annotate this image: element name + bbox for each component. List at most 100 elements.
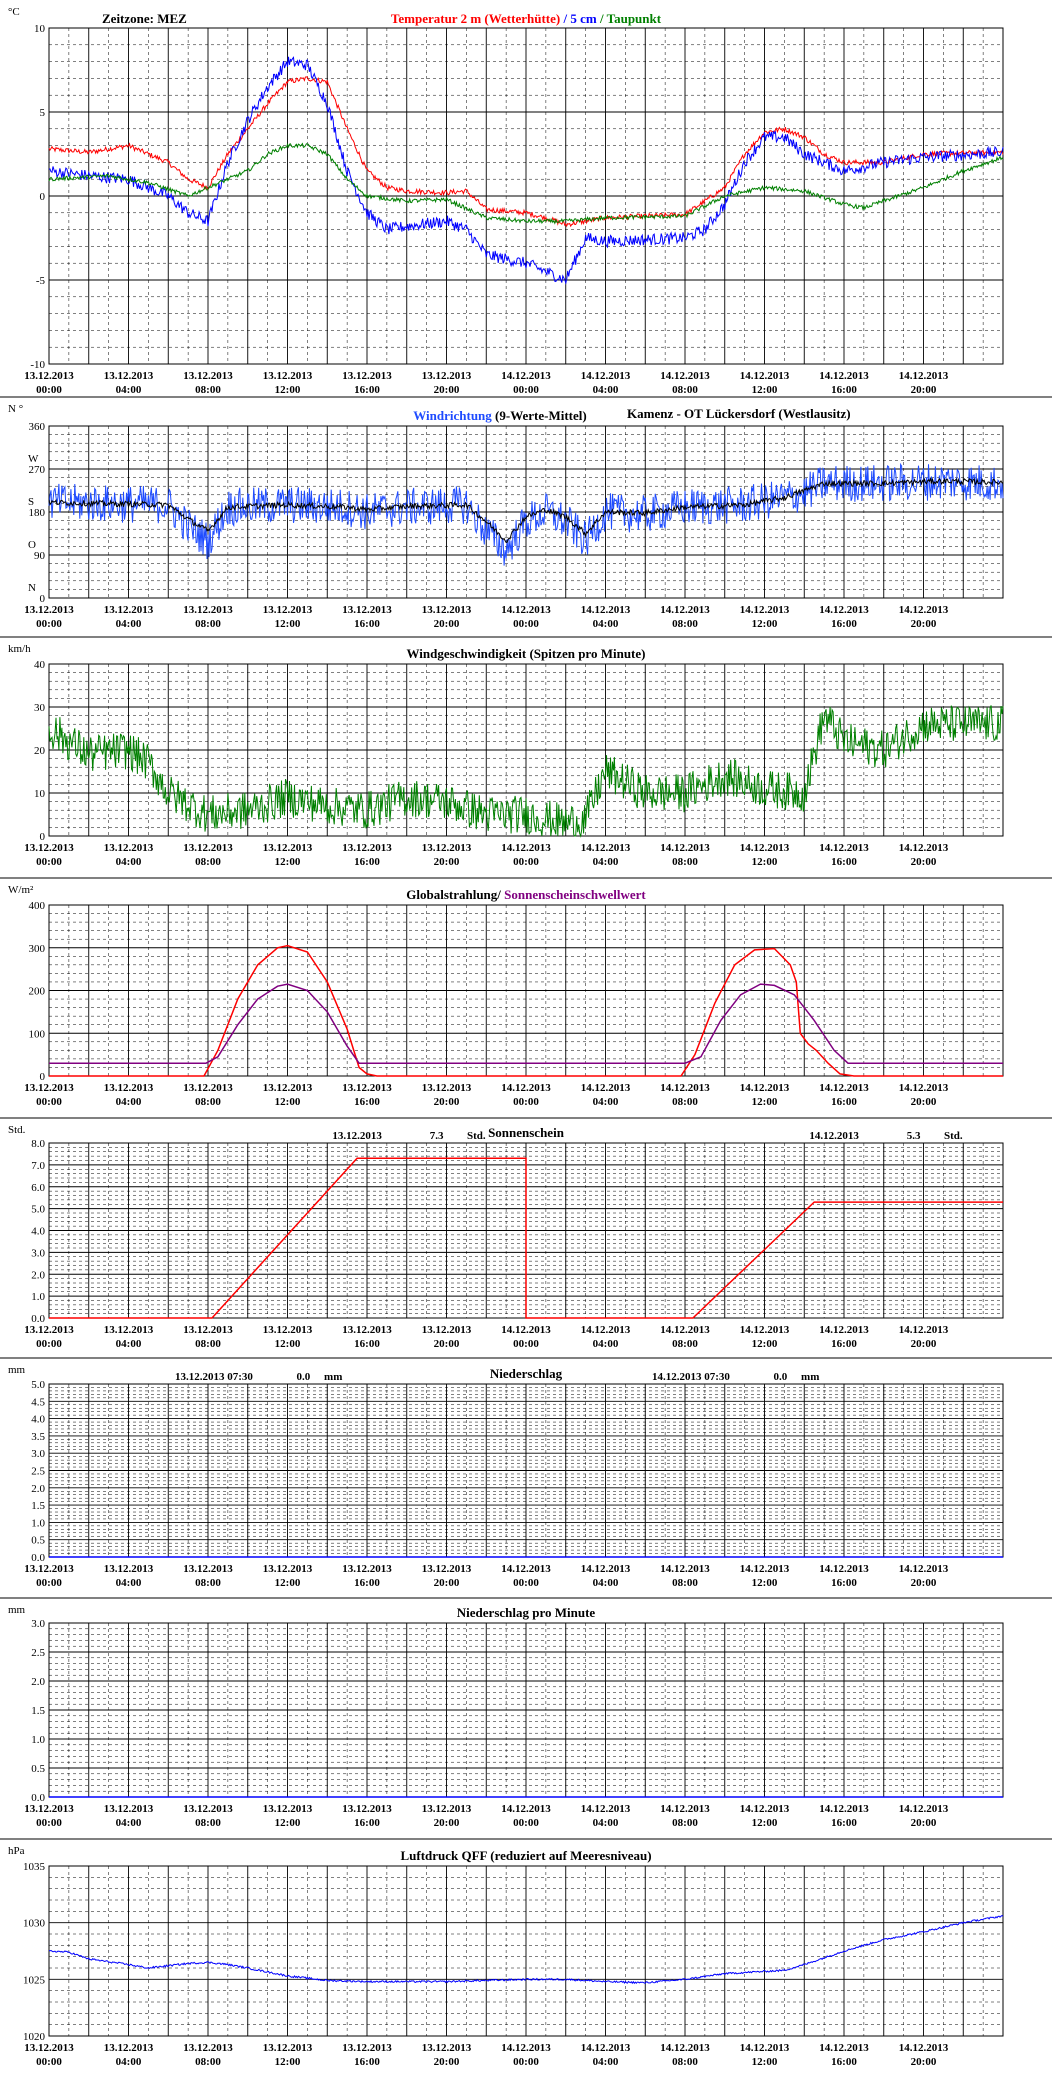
grid-radiation (48, 904, 1004, 1077)
xtick-date: 13.12.2013 (263, 604, 313, 616)
ytick-label: 3.0 (31, 1448, 45, 1460)
xtick-time: 00:00 (513, 1338, 539, 1350)
xtick-time: 20:00 (911, 1817, 937, 1829)
xtick-time: 00:00 (36, 856, 62, 868)
xtick-time: 16:00 (354, 1338, 380, 1350)
xtick-time: 16:00 (831, 856, 857, 868)
xtick-time: 16:00 (831, 2056, 857, 2068)
chart-pressure: 1020 1025 1030 1035 hPa 13.12.2013 00:00 13.12.… (8, 1845, 1004, 2068)
xtick-date: 14.12.2013 (819, 842, 869, 854)
ytick-label: 0.0 (31, 1552, 45, 1564)
xtick-time: 20:00 (434, 1096, 460, 1108)
compass-label: O (28, 539, 36, 551)
ytick-label: 30 (34, 702, 46, 714)
xtick-date: 13.12.2013 (24, 2042, 74, 2054)
xtick-time: 08:00 (672, 2056, 698, 2068)
ytick-label: 2.5 (31, 1647, 45, 1659)
ytick-label: 3.5 (31, 1431, 45, 1443)
xtick-time: 12:00 (275, 1577, 301, 1589)
xtick-date: 13.12.2013 (104, 604, 154, 616)
ytick-label: -10 (30, 359, 45, 371)
annotation: 7.3 (430, 1130, 444, 1142)
xtick-time: 16:00 (354, 856, 380, 868)
xtick-date: 14.12.2013 (660, 604, 710, 616)
xtick-date: 14.12.2013 (660, 1563, 710, 1575)
ytick-label: 0.5 (31, 1535, 45, 1547)
unit-label: Std. (8, 1124, 26, 1136)
xtick-time: 04:00 (593, 384, 619, 396)
annotation: Std. (467, 1130, 486, 1142)
xtick-date: 13.12.2013 (263, 1082, 313, 1094)
title-part: Windrichtung (413, 408, 492, 423)
series-line (49, 1157, 1003, 1319)
unit-label: °C (8, 6, 20, 18)
xtick-time: 16:00 (354, 1096, 380, 1108)
xtick-date: 14.12.2013 (819, 2042, 869, 2054)
ytick-label: 10 (34, 23, 46, 35)
annotation: 5.3 (907, 1130, 921, 1142)
xtick-time: 04:00 (116, 2056, 142, 2068)
ytick-label: 270 (29, 464, 46, 476)
xtick-time: 08:00 (195, 1817, 221, 1829)
xtick-date: 14.12.2013 (501, 604, 551, 616)
xtick-date: 14.12.2013 (660, 370, 710, 382)
xtick-date: 13.12.2013 (263, 1803, 313, 1815)
xtick-date: 14.12.2013 (581, 604, 631, 616)
xtick-date: 13.12.2013 (342, 1803, 392, 1815)
xtick-date: 14.12.2013 (899, 604, 949, 616)
xtick-date: 14.12.2013 (501, 1324, 551, 1336)
ytick-label: 0 (40, 593, 46, 605)
xtick-time: 08:00 (195, 1096, 221, 1108)
xtick-date: 13.12.2013 (263, 2042, 313, 2054)
unit-label: W/m² (8, 884, 34, 896)
chart-sunshine: 0.0 1.0 2.0 3.0 4.0 5.0 6.0 7.0 8.0 Std. 13.12.201… (0, 1124, 1052, 1359)
xtick-date: 14.12.2013 (581, 1324, 631, 1336)
ytick-label: 0.0 (31, 1792, 45, 1804)
series-line (48, 476, 1004, 543)
series-line (48, 705, 1004, 838)
chart-title: Niederschlag pro Minute (457, 1605, 596, 1620)
xtick-time: 12:00 (752, 618, 778, 630)
xtick-time: 12:00 (275, 1096, 301, 1108)
grid-precipmin (48, 1622, 1004, 1798)
unit-label: mm (8, 1364, 26, 1376)
ytick-label: 4.0 (31, 1226, 45, 1238)
xtick-date: 14.12.2013 (899, 1082, 949, 1094)
xtick-time: 00:00 (513, 1817, 539, 1829)
ytick-label: 2.5 (31, 1466, 45, 1478)
xtick-time: 16:00 (354, 1577, 380, 1589)
ytick-label: 0 (40, 191, 46, 203)
xtick-date: 13.12.2013 (422, 1082, 472, 1094)
chart-title: Sonnenschein (488, 1125, 565, 1140)
xtick-date: 13.12.2013 (24, 1082, 74, 1094)
ytick-label: 0.0 (31, 1313, 45, 1325)
xtick-date: 14.12.2013 (740, 2042, 790, 2054)
xtick-time: 04:00 (593, 2056, 619, 2068)
xtick-date: 14.12.2013 (501, 1803, 551, 1815)
xtick-date: 13.12.2013 (104, 1082, 154, 1094)
xtick-date: 13.12.2013 (104, 1324, 154, 1336)
ytick-label: 1.0 (31, 1734, 45, 1746)
title-part: Sonnenschein (488, 1125, 565, 1140)
xtick-date: 14.12.2013 (899, 370, 949, 382)
xtick-date: 13.12.2013 (263, 1563, 313, 1575)
xtick-date: 14.12.2013 (819, 1563, 869, 1575)
xtick-date: 14.12.2013 (660, 1082, 710, 1094)
xtick-date: 13.12.2013 (422, 842, 472, 854)
xtick-time: 08:00 (672, 1096, 698, 1108)
xtick-time: 16:00 (354, 384, 380, 396)
xtick-date: 13.12.2013 (183, 1803, 233, 1815)
xtick-date: 14.12.2013 (819, 604, 869, 616)
xtick-time: 16:00 (831, 1577, 857, 1589)
ytick-label: 4.0 (31, 1414, 45, 1426)
xtick-date: 14.12.2013 (899, 842, 949, 854)
xtick-date: 14.12.2013 (740, 1324, 790, 1336)
ytick-label: 0 (40, 831, 46, 843)
xtick-date: 13.12.2013 (104, 370, 154, 382)
chart-precip: 0.0 0.5 1.0 1.5 2.0 2.5 3.0 3.5 4.0 4.5 5.0 mm 13.12… (0, 1364, 1052, 1599)
grid-winddir (48, 425, 1004, 599)
grid-pressure (48, 1865, 1004, 2037)
xtick-date: 13.12.2013 (422, 1563, 472, 1575)
plot-frame (48, 663, 1004, 837)
ytick-label: 1.0 (31, 1517, 45, 1529)
